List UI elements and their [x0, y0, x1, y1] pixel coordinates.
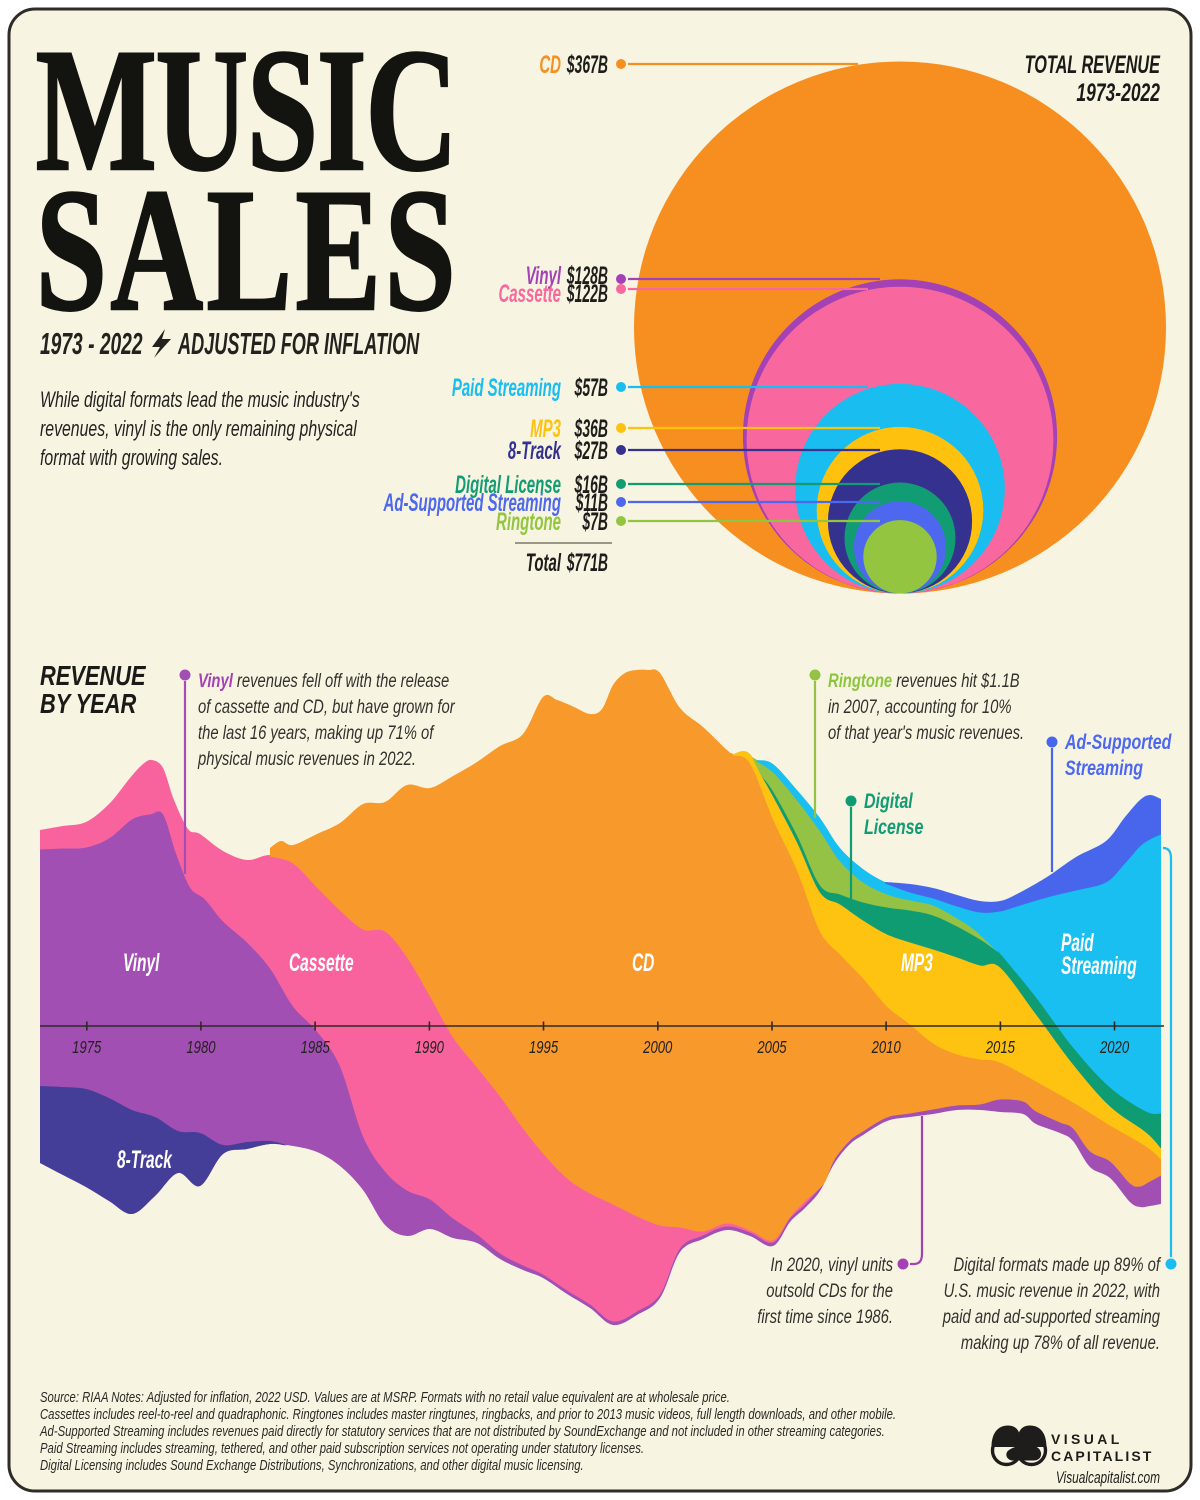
- svg-text:1973-2022: 1973-2022: [1076, 78, 1160, 107]
- svg-text:Streaming: Streaming: [1065, 756, 1144, 780]
- svg-text:ADJUSTED FOR INFLATION: ADJUSTED FOR INFLATION: [177, 327, 419, 361]
- svg-text:$27B: $27B: [574, 438, 608, 465]
- svg-text:REVENUE: REVENUE: [40, 660, 147, 691]
- svg-text:$771B: $771B: [566, 550, 608, 577]
- svg-text:MP3: MP3: [901, 949, 933, 977]
- svg-text:Digital: Digital: [864, 789, 913, 813]
- svg-text:CD: CD: [632, 949, 654, 977]
- svg-text:$122B: $122B: [566, 281, 608, 308]
- svg-text:Ad-Supported Streaming: Ad-Supported Streaming: [383, 489, 561, 517]
- svg-text:$16B: $16B: [574, 472, 608, 499]
- svg-text:2010: 2010: [871, 1038, 901, 1057]
- svg-text:of that year's music revenues.: of that year's music revenues.: [828, 721, 1024, 744]
- svg-text:in 2007, accounting for 10%: in 2007, accounting for 10%: [828, 695, 1012, 718]
- svg-text:Total: Total: [526, 549, 562, 577]
- svg-text:Vinyl: Vinyl: [123, 949, 160, 977]
- svg-text:1990: 1990: [415, 1038, 445, 1057]
- svg-text:paid and ad-supported streamin: paid and ad-supported streaming: [942, 1305, 1160, 1328]
- svg-text:Ad-Supported: Ad-Supported: [1064, 730, 1172, 754]
- svg-text:Cassette: Cassette: [498, 280, 561, 308]
- svg-text:License: License: [864, 815, 923, 839]
- svg-text:$11B: $11B: [575, 490, 608, 517]
- svg-text:of cassette and CD, but have g: of cassette and CD, but have grown for: [198, 695, 456, 718]
- svg-text:8-Track: 8-Track: [508, 437, 562, 465]
- svg-text:$7B: $7B: [582, 509, 608, 536]
- svg-text:MP3: MP3: [530, 415, 561, 443]
- svg-text:1985: 1985: [301, 1038, 331, 1057]
- svg-text:Cassettes includes reel-to-ree: Cassettes includes reel-to-reel and quad…: [40, 1406, 896, 1423]
- svg-text:2020: 2020: [1099, 1038, 1129, 1057]
- svg-text:BY YEAR: BY YEAR: [40, 688, 136, 719]
- svg-text:SALES: SALES: [36, 154, 459, 348]
- svg-text:Visualcapitalist.com: Visualcapitalist.com: [1056, 1469, 1160, 1488]
- svg-text:$367B: $367B: [566, 52, 608, 79]
- svg-text:In 2020, vinyl units: In 2020, vinyl units: [770, 1253, 893, 1276]
- svg-text:Ringtone: Ringtone: [496, 508, 561, 536]
- svg-text:2005: 2005: [757, 1038, 787, 1057]
- svg-text:revenues, vinyl is the only re: revenues, vinyl is the only remaining ph…: [40, 418, 357, 442]
- svg-text:physical music revenues in 202: physical music revenues in 2022.: [197, 747, 416, 770]
- svg-text:Ad-Supported Streaming include: Ad-Supported Streaming includes revenues…: [39, 1423, 885, 1440]
- svg-text:Digital License: Digital License: [455, 471, 561, 499]
- svg-text:1975: 1975: [72, 1038, 102, 1057]
- svg-text:Ringtone revenues hit $1.1B: Ringtone revenues hit $1.1B: [828, 669, 1020, 692]
- svg-text:first time since 1986.: first time since 1986.: [757, 1305, 893, 1328]
- svg-text:Vinyl: Vinyl: [526, 262, 562, 290]
- svg-text:format with growing sales.: format with growing sales.: [40, 447, 223, 471]
- svg-text:outsold CDs for the: outsold CDs for the: [766, 1279, 893, 1302]
- svg-text:Paid Streaming: Paid Streaming: [452, 374, 561, 402]
- svg-text:the last 16 years, making up 7: the last 16 years, making up 71% of: [198, 721, 435, 744]
- svg-text:Paid Streaming includes stream: Paid Streaming includes streaming, tethe…: [40, 1440, 644, 1457]
- svg-text:1973 - 2022: 1973 - 2022: [40, 328, 143, 362]
- svg-text:Cassette: Cassette: [289, 949, 354, 977]
- svg-text:MUSIC: MUSIC: [36, 14, 457, 208]
- svg-text:Paid: Paid: [1061, 929, 1095, 957]
- svg-text:Digital Licensing includes Sou: Digital Licensing includes Sound Exchang…: [40, 1457, 584, 1474]
- svg-text:VISUAL: VISUAL: [1051, 1431, 1123, 1447]
- svg-text:CD: CD: [539, 51, 561, 79]
- svg-text:1980: 1980: [186, 1038, 216, 1057]
- svg-text:Digital formats made up 89% of: Digital formats made up 89% of: [954, 1253, 1162, 1276]
- svg-text:Streaming: Streaming: [1061, 952, 1137, 980]
- svg-text:1995: 1995: [529, 1038, 559, 1057]
- svg-text:U.S. music revenue in 2022, wi: U.S. music revenue in 2022, with: [944, 1279, 1160, 1302]
- svg-text:2015: 2015: [985, 1038, 1015, 1057]
- svg-text:TOTAL REVENUE: TOTAL REVENUE: [1025, 52, 1161, 79]
- svg-text:making up 78% of all revenue.: making up 78% of all revenue.: [961, 1331, 1160, 1354]
- svg-text:CAPITALIST: CAPITALIST: [1051, 1448, 1153, 1464]
- svg-text:$36B: $36B: [574, 416, 608, 443]
- svg-text:8-Track: 8-Track: [117, 1146, 173, 1174]
- svg-text:$57B: $57B: [574, 375, 608, 402]
- svg-text:Source: RIAA Notes: Adjusted f: Source: RIAA Notes: Adjusted for inflati…: [40, 1389, 730, 1406]
- svg-text:2000: 2000: [642, 1038, 672, 1057]
- svg-text:While digital formats lead the: While digital formats lead the music ind…: [40, 389, 360, 413]
- svg-text:Vinyl revenues fell off with t: Vinyl revenues fell off with the release: [198, 669, 449, 692]
- svg-text:$128B: $128B: [566, 263, 608, 290]
